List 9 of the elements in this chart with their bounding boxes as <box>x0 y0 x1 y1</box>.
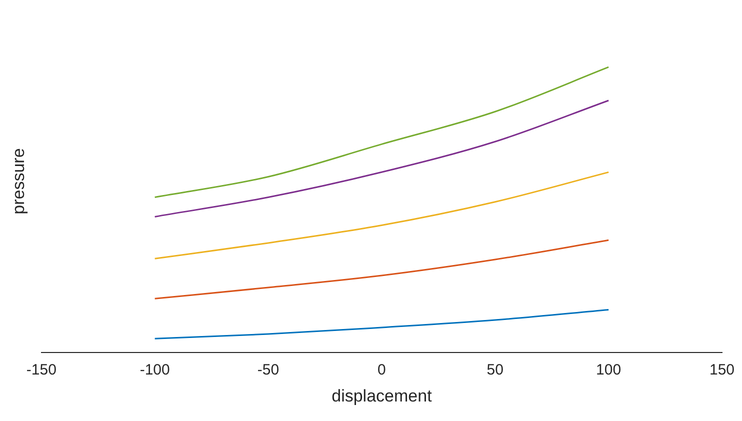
x-tick-label: 0 <box>378 362 386 379</box>
x-tick-label: 150 <box>709 362 735 379</box>
x-tick-label: -100 <box>140 362 170 379</box>
x-tick-label: 50 <box>486 362 504 379</box>
x-tick-label: -50 <box>257 362 280 379</box>
x-axis-title: displacement <box>332 386 432 406</box>
x-tick-label: 100 <box>596 362 622 379</box>
y-axis-title: pressure <box>8 148 28 214</box>
x-tick-label: -150 <box>26 362 56 379</box>
